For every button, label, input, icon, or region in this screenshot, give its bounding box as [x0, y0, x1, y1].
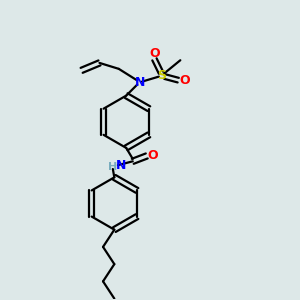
Text: N: N: [116, 159, 126, 172]
Text: N: N: [134, 76, 145, 89]
Text: O: O: [149, 47, 160, 60]
Text: H: H: [108, 162, 118, 172]
Text: O: O: [147, 149, 158, 162]
Text: S: S: [158, 69, 166, 82]
Text: O: O: [179, 74, 190, 87]
